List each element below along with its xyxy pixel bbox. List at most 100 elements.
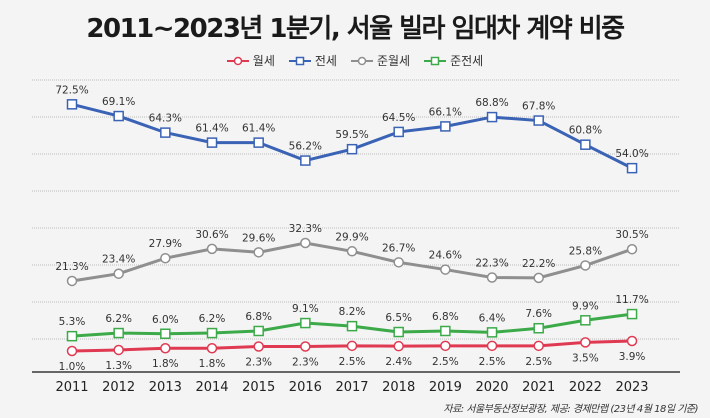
data-label: 6.2% (105, 313, 132, 325)
data-label: 23.4% (102, 254, 135, 266)
data-point (160, 252, 171, 264)
data-label: 64.5% (382, 112, 415, 124)
data-point (300, 317, 311, 329)
data-label: 66.1% (429, 106, 462, 118)
data-point (486, 327, 498, 338)
data-label: 21.3% (55, 261, 88, 273)
data-point (346, 320, 358, 332)
data-label: 2.4% (385, 356, 412, 368)
data-point (533, 340, 544, 352)
data-point (580, 337, 591, 348)
data-label: 68.8% (475, 97, 508, 109)
x-tick-label: 2019 (429, 380, 462, 395)
data-point (66, 330, 78, 342)
data-point (206, 137, 218, 148)
data-label: 56.2% (289, 141, 322, 153)
data-point (533, 322, 544, 334)
x-tick-label: 2017 (335, 380, 368, 395)
data-point (393, 340, 404, 352)
x-tick-label: 2014 (195, 380, 228, 395)
legend-label: 준월세 (376, 54, 411, 68)
data-point (440, 340, 451, 352)
chart-title: 2011~2023년 1분기, 서울 빌라 임대차 계약 비중 (86, 14, 625, 44)
data-label: 26.7% (382, 242, 415, 254)
data-point (580, 139, 591, 150)
legend-marker (424, 56, 447, 65)
data-label: 2.3% (292, 357, 319, 369)
x-tick-label: 2020 (475, 380, 508, 395)
data-label: 22.3% (475, 258, 508, 270)
data-point (160, 328, 171, 339)
data-point (253, 325, 264, 337)
data-label: 24.6% (429, 250, 462, 262)
data-point (300, 155, 311, 166)
data-point (440, 325, 451, 337)
data-point (580, 315, 591, 326)
data-point (206, 342, 218, 354)
legend-label: 준전세 (450, 54, 484, 68)
data-point (533, 272, 544, 284)
data-label: 1.3% (105, 360, 132, 372)
data-label: 9.9% (572, 300, 599, 312)
data-point (393, 257, 404, 268)
data-label: 5.3% (59, 316, 86, 328)
data-point (300, 237, 311, 249)
data-label: 2.5% (432, 356, 459, 368)
legend-item: 준전세 (424, 52, 483, 69)
data-label: 11.7% (615, 294, 648, 306)
data-point (253, 247, 264, 258)
data-point (440, 121, 451, 132)
data-label: 59.5% (335, 129, 368, 141)
data-point (626, 335, 638, 347)
data-point (160, 342, 171, 354)
data-point (300, 341, 311, 352)
data-point (160, 127, 171, 138)
data-point (580, 260, 591, 271)
data-point (346, 143, 358, 155)
data-label: 69.1% (102, 96, 135, 108)
x-tick-label: 2011 (55, 380, 88, 395)
data-label: 3.5% (572, 352, 599, 364)
data-point (253, 137, 264, 148)
data-point (533, 115, 544, 126)
data-label: 29.9% (335, 231, 368, 243)
data-point (206, 243, 218, 255)
data-point (486, 111, 498, 123)
data-point (113, 110, 124, 122)
legend: 월세 전세 준월세 준전세 (0, 52, 710, 69)
data-label: 67.8% (522, 101, 555, 113)
data-label: 3.9% (619, 351, 646, 363)
data-label: 9.1% (292, 303, 319, 315)
data-point (66, 99, 78, 110)
data-label: 32.3% (289, 223, 322, 235)
data-label: 2.5% (525, 356, 552, 368)
legend-item: 전세 (288, 52, 337, 69)
data-point (393, 326, 404, 338)
data-point (626, 243, 638, 255)
data-label: 6.8% (245, 311, 272, 323)
legend-marker (288, 56, 311, 65)
data-label: 6.2% (199, 313, 226, 325)
data-point (346, 340, 358, 352)
data-label: 61.4% (195, 123, 228, 135)
x-tick-label: 2018 (382, 380, 415, 395)
source-note: 자료: 서울부동산정보광장, 제공: 경제만랩 (23년 4월 18일 기준) (443, 404, 698, 415)
data-point (440, 264, 451, 275)
data-label: 2.5% (339, 356, 366, 368)
data-label: 22.2% (522, 258, 555, 270)
x-tick-label: 2012 (102, 380, 135, 395)
data-point (393, 126, 404, 138)
data-point (113, 327, 124, 339)
data-label: 64.3% (149, 113, 182, 125)
data-label: 6.8% (432, 311, 459, 323)
data-point (486, 340, 498, 352)
legend-marker (350, 56, 373, 65)
data-point (626, 308, 638, 320)
data-label: 2.3% (245, 357, 272, 369)
data-point (346, 246, 358, 257)
data-label: 54.0% (615, 148, 648, 160)
legend-label: 전세 (314, 54, 337, 68)
data-point (206, 327, 218, 339)
